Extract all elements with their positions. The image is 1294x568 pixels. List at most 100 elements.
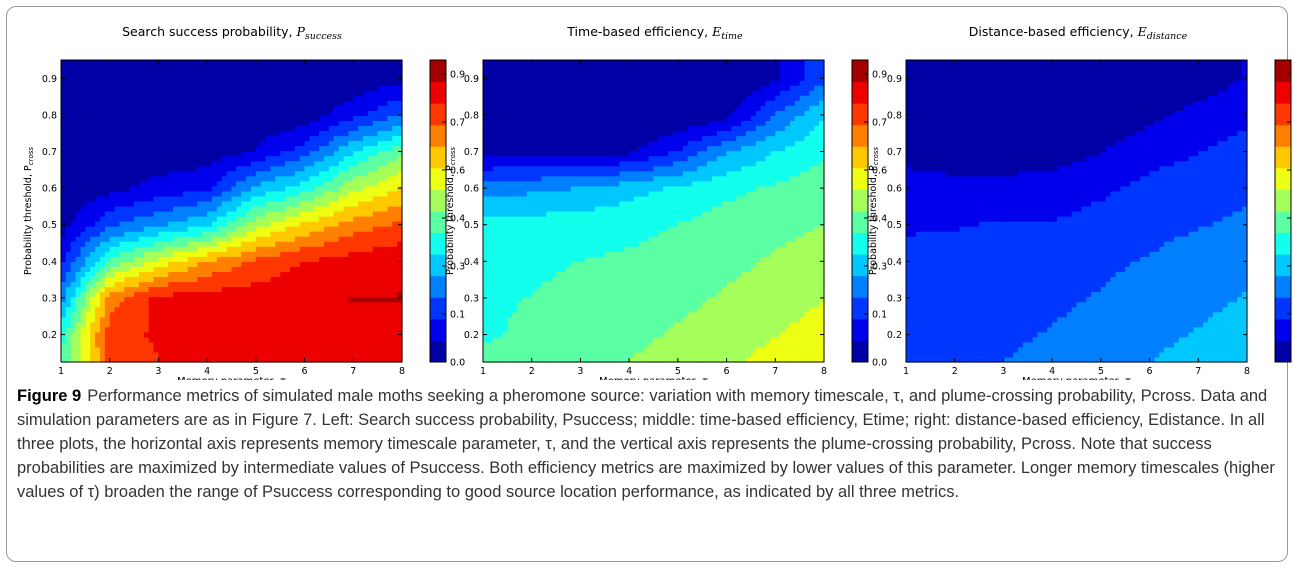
heat-cell: [85, 351, 91, 358]
heat-cell: [260, 145, 267, 152]
heat-cell: [226, 326, 233, 333]
heat-cell: [309, 291, 315, 298]
heat-cell: [255, 351, 262, 358]
heat-cell: [231, 110, 237, 116]
heat-cell: [80, 276, 86, 283]
heat-cell: [512, 306, 518, 313]
heat-cell: [226, 155, 233, 162]
heat-cell: [294, 331, 301, 338]
heat-cell: [314, 346, 320, 353]
heat-cell: [138, 236, 145, 242]
heat-cell: [182, 175, 189, 182]
heat-cell: [197, 90, 203, 96]
heat-cell: [367, 231, 374, 237]
heat-cell: [246, 110, 252, 116]
heat-cell: [338, 296, 345, 303]
heat-cell: [392, 140, 398, 147]
heat-cell: [124, 336, 130, 343]
heat-cell: [397, 125, 403, 132]
heat-cell: [387, 105, 393, 111]
heat-cell: [153, 130, 160, 137]
heat-cell: [216, 306, 223, 313]
heat-cell: [177, 160, 184, 167]
heat-cell: [236, 221, 242, 227]
heat-cell: [236, 180, 242, 187]
heat-cell: [75, 140, 82, 147]
heat-cell: [487, 160, 494, 167]
heat-cell: [517, 115, 523, 121]
heat-cell: [197, 95, 203, 101]
heat-cell: [168, 296, 174, 303]
heat-cell: [487, 180, 494, 187]
heat-cell: [197, 276, 203, 283]
heat-cell: [377, 200, 384, 207]
heat-cell: [377, 165, 384, 172]
heat-cell: [70, 120, 77, 127]
heat-cell: [90, 241, 96, 247]
heat-cell: [265, 190, 272, 197]
heat-cell: [226, 291, 233, 298]
heat-cell: [207, 80, 213, 86]
heat-cell: [216, 266, 223, 272]
heat-cell: [309, 155, 315, 162]
heat-cell: [192, 321, 198, 328]
colorbar-segment: [430, 167, 446, 190]
heat-cell: [304, 120, 311, 127]
heat-cell: [328, 140, 335, 147]
heat-cell: [95, 100, 101, 106]
heat-cell: [85, 95, 91, 101]
colorbar-tick-label: 0.1: [450, 310, 465, 321]
heat-cell: [255, 205, 262, 212]
heat-cell: [483, 190, 489, 197]
heat-cell: [382, 70, 388, 76]
heat-cell: [397, 95, 403, 101]
heat-cell: [163, 90, 169, 96]
heat-cell: [95, 241, 101, 247]
heat-cell: [212, 65, 218, 71]
heat-cell: [483, 140, 489, 147]
heat-cell: [531, 175, 538, 182]
heat-cell: [61, 135, 67, 142]
heat-cell: [168, 110, 174, 116]
heat-cell: [104, 341, 111, 348]
x-tick-label: 5: [253, 366, 259, 377]
heat-cell: [507, 336, 513, 343]
heat-cell: [104, 90, 111, 96]
heat-cell: [343, 321, 350, 328]
heat-cell: [70, 246, 77, 252]
heat-cell: [319, 241, 325, 247]
heat-cell: [129, 231, 135, 237]
heat-cell: [99, 331, 106, 338]
heat-cell: [507, 271, 513, 278]
heat-cell: [507, 150, 513, 157]
heat-cell: [526, 336, 533, 343]
heat-cell: [314, 281, 320, 288]
heat-cell: [70, 281, 77, 288]
heat-cell: [265, 346, 272, 353]
heat-cell: [231, 150, 237, 157]
heat-cell: [517, 251, 523, 257]
heat-cell: [255, 291, 262, 298]
heat-cell: [517, 311, 523, 318]
heat-cell: [99, 155, 106, 162]
heat-cell: [497, 336, 504, 343]
heat-cell: [187, 256, 194, 262]
heat-cell: [392, 165, 398, 172]
heat-cell: [250, 351, 257, 358]
heat-cell: [512, 266, 518, 272]
heat-cell: [143, 115, 150, 121]
heat-cell: [153, 356, 160, 363]
heat-cell: [353, 170, 359, 177]
heat-cell: [521, 115, 528, 121]
heat-cell: [324, 266, 330, 272]
heat-cell: [314, 256, 320, 262]
heat-cell: [363, 175, 369, 182]
heat-cell: [314, 140, 320, 147]
heat-cell: [294, 65, 301, 71]
heat-cell: [148, 261, 155, 267]
heat-cell: [138, 256, 145, 262]
heat-cell: [207, 221, 213, 227]
heat-cell: [177, 291, 184, 298]
heat-cell: [333, 190, 340, 197]
heat-cell: [328, 115, 335, 121]
